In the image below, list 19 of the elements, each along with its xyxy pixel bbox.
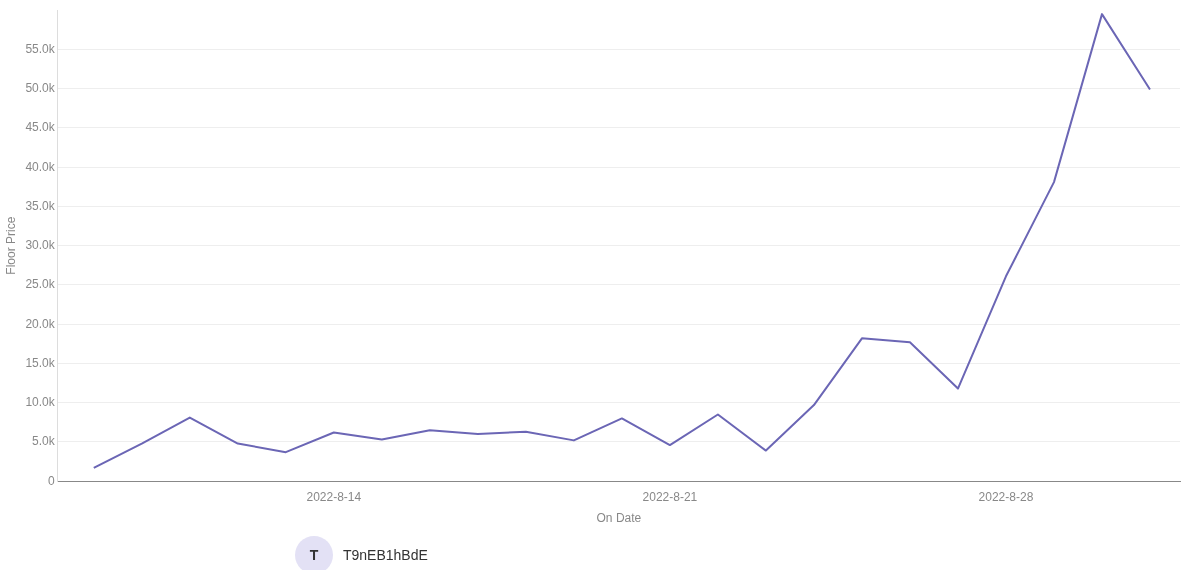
y-tick-label: 20.0k	[25, 316, 56, 331]
y-axis-title: Floor Price	[3, 216, 18, 275]
y-tick-label: 25.0k	[25, 277, 56, 292]
y-tick-label: 40.0k	[25, 159, 56, 174]
y-tick-label: 50.0k	[25, 81, 56, 96]
y-tick-label: 30.0k	[25, 238, 56, 253]
text: T9nEB1hBdE	[343, 547, 428, 563]
avatar-icon: T	[295, 536, 333, 570]
y-tick-label: 0	[48, 473, 56, 488]
y-tick-label: 5.0k	[32, 434, 56, 449]
y-tick-label: 15.0k	[25, 355, 56, 370]
y-tick-label: 35.0k	[25, 198, 56, 213]
x-tick-label: 2022-8-14	[306, 489, 362, 504]
y-tick-label: 10.0k	[25, 395, 56, 410]
y-tick-label: 55.0k	[25, 41, 56, 56]
x-tick-label: 2022-8-28	[978, 489, 1034, 504]
x-axis-title: On Date	[596, 511, 642, 526]
y-tick-label: 45.0k	[25, 120, 56, 135]
x-tick-label: 2022-8-21	[642, 489, 698, 504]
